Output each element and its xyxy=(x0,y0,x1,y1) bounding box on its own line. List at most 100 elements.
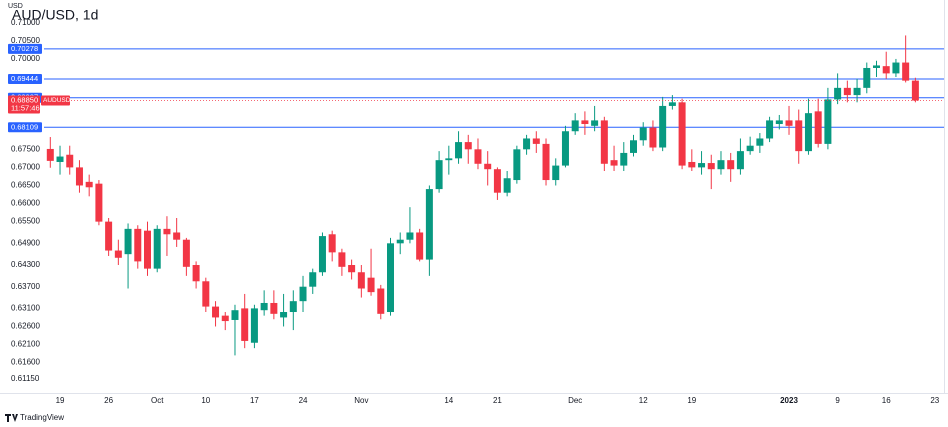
y-tick-label: 0.64300 xyxy=(11,260,40,269)
candle-body xyxy=(250,308,258,343)
candle-body xyxy=(698,163,706,168)
candle-body xyxy=(610,160,618,166)
y-tick-label: 0.65500 xyxy=(11,217,40,226)
level-badge-label: 0.68109 xyxy=(11,122,38,131)
candle-body xyxy=(464,142,472,150)
candle-body xyxy=(591,120,599,126)
candle-body xyxy=(231,310,239,320)
levels xyxy=(44,48,944,128)
candle-body xyxy=(221,315,229,322)
candle-body xyxy=(46,148,54,161)
candle-body xyxy=(814,111,822,144)
candle-body xyxy=(863,67,871,88)
candle-body xyxy=(902,62,910,81)
last-price-badge xyxy=(8,95,40,114)
candle-body xyxy=(834,87,842,100)
candle-body xyxy=(173,232,181,240)
y-tick-label: 0.64900 xyxy=(11,238,40,247)
candle-body xyxy=(318,236,326,273)
x-tick-label: Dec xyxy=(568,396,582,405)
candle-body xyxy=(260,302,268,311)
candle-body xyxy=(513,149,521,181)
y-tick-label: 0.62600 xyxy=(11,322,40,331)
candle-body xyxy=(785,120,793,126)
x-tick-label: 10 xyxy=(201,396,210,405)
level-badge xyxy=(8,43,42,54)
y-tick-label: 0.70500 xyxy=(11,36,40,45)
currency: USD xyxy=(8,3,23,10)
candle-body xyxy=(688,161,696,168)
y-tick-label: 0.66500 xyxy=(11,181,40,190)
countdown: 11:57:46 xyxy=(11,103,40,112)
x-tick-label: 17 xyxy=(250,396,259,405)
candle-body xyxy=(241,308,249,341)
candle-body xyxy=(707,163,715,170)
candle-body xyxy=(280,312,288,318)
candle-body xyxy=(114,250,122,258)
candle-body xyxy=(804,113,812,152)
candle-body xyxy=(338,252,346,267)
candle-body xyxy=(153,228,161,269)
x-tick-label: 19 xyxy=(56,396,65,405)
candle-body xyxy=(406,232,414,240)
y-tick-label: 0.67000 xyxy=(11,163,40,172)
symbol-tag-bg xyxy=(41,95,70,106)
candle-body xyxy=(144,230,151,269)
x-tick-label: 9 xyxy=(835,396,840,405)
candle-body xyxy=(134,228,142,262)
candle-body xyxy=(299,286,307,302)
y-tick-label: 0.63100 xyxy=(11,304,40,313)
candle-body xyxy=(542,143,550,181)
candle-body xyxy=(367,277,375,293)
x-tick-label: Nov xyxy=(354,396,368,405)
candle-body xyxy=(105,221,113,251)
x-tick-label: 2023 xyxy=(780,396,798,405)
candle-body xyxy=(75,167,83,186)
level-badge xyxy=(8,122,42,133)
candle-body xyxy=(727,160,735,170)
candle-body xyxy=(348,265,356,273)
y-axis: 0.71000 0.70500 0.70000 0.67500 0.67000 0.665… xyxy=(11,18,43,383)
y-tick-label: 0.61600 xyxy=(11,358,40,367)
candle-body xyxy=(416,232,424,260)
x-tick-label: 26 xyxy=(104,396,113,405)
symbol-tag: AUDUSD xyxy=(43,97,71,104)
candle-body xyxy=(911,80,919,101)
candle-body xyxy=(124,228,132,255)
candle-body xyxy=(493,169,501,193)
candle-body xyxy=(270,302,278,314)
y-tick-label: 0.66000 xyxy=(11,199,40,208)
candle-body xyxy=(882,66,890,74)
candle-body xyxy=(56,156,64,162)
y-tick-label: 0.67500 xyxy=(11,144,40,153)
candle-body xyxy=(66,154,74,168)
x-tick-label: 23 xyxy=(930,396,939,405)
level-badge xyxy=(8,74,42,85)
badges: 0.702780.694440.689270.681090.6885011:57… xyxy=(8,43,944,133)
candle-body xyxy=(853,87,861,96)
chart-title: AUD/USD, 1d xyxy=(12,7,98,23)
x-axis: 19 26 Oct 10 17 24 Nov 14 21 Dec 12 19 2023 9 16 23 xyxy=(56,396,940,405)
brand: TradingView xyxy=(20,413,64,422)
candle-body xyxy=(659,105,667,148)
candle-body xyxy=(620,152,628,166)
x-tick-label: 24 xyxy=(299,396,308,405)
candle-body xyxy=(766,120,774,139)
candle-body xyxy=(678,102,686,166)
candle-body xyxy=(163,228,171,235)
x-tick-label: Oct xyxy=(151,396,164,405)
x-tick-label: 19 xyxy=(687,396,696,405)
candle-body xyxy=(387,243,394,313)
candles xyxy=(46,35,919,356)
candle-body xyxy=(425,189,433,260)
x-tick-label: 16 xyxy=(882,396,891,405)
candle-body xyxy=(775,120,783,125)
y-tick-label: 0.70000 xyxy=(11,54,40,63)
candle-body xyxy=(289,301,297,313)
candle-body xyxy=(736,151,744,170)
level-badge-label: 0.69444 xyxy=(11,74,38,83)
candle-body xyxy=(571,120,579,132)
y-tick-label: 0.62100 xyxy=(11,340,40,349)
